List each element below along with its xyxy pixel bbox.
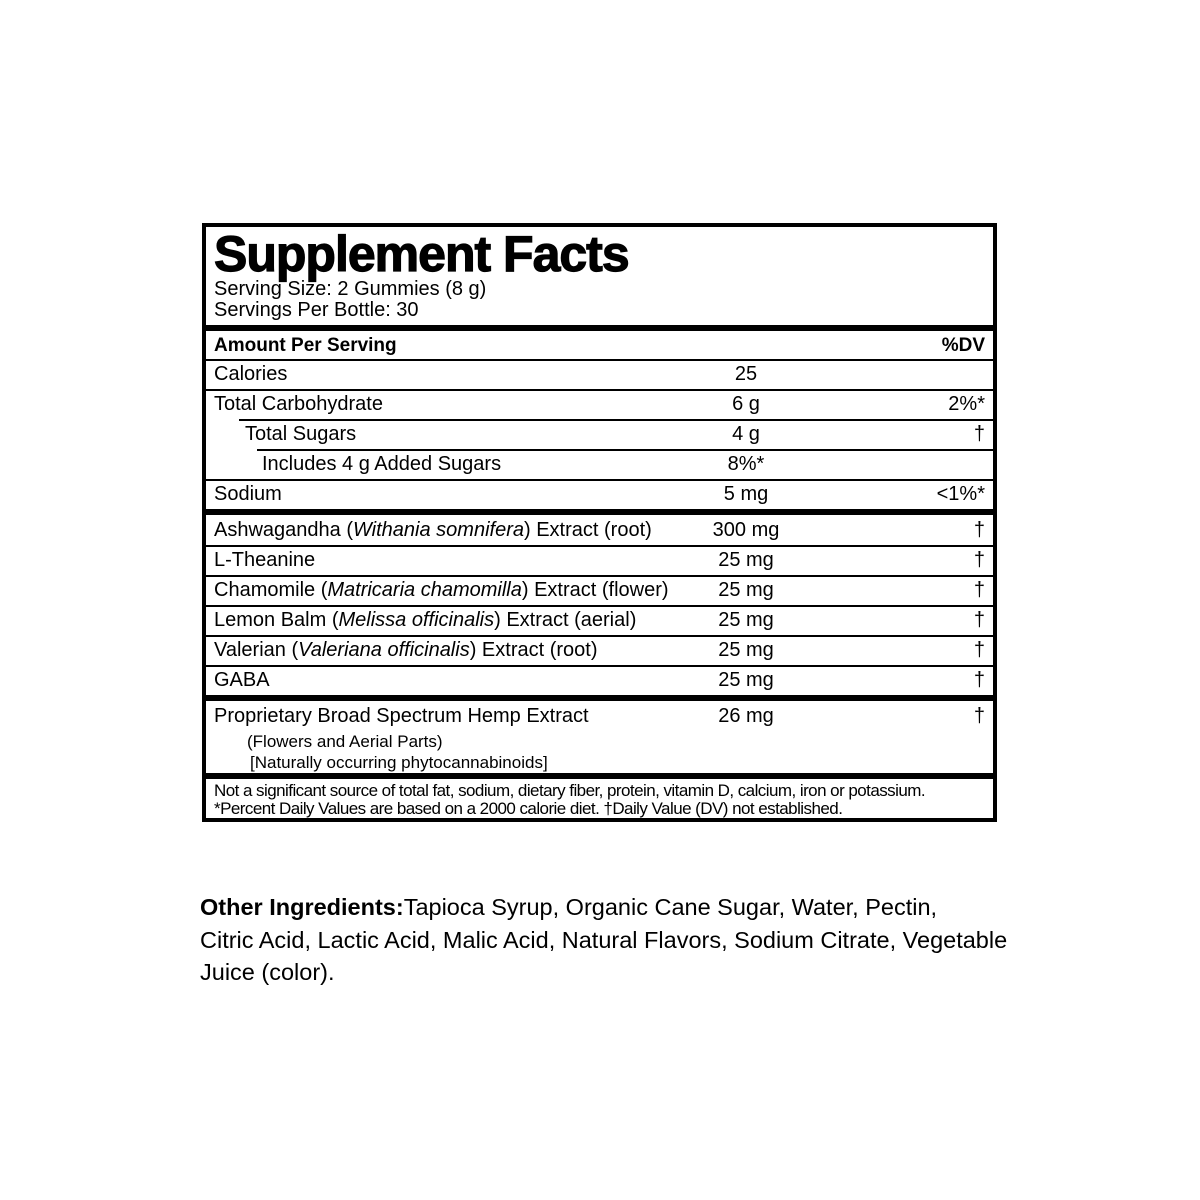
- nutrient-dv: †: [973, 549, 985, 571]
- nutrient-row: Lemon Balm (Melissa officinalis) Extract…: [206, 605, 993, 635]
- nutrient-dv: †: [973, 423, 985, 445]
- nutrient-rows: Calories 25 Total Carbohydrate 6 g 2%* Total …: [206, 359, 993, 773]
- nutrient-amount: 300 mg: [712, 519, 780, 541]
- row-separator: [206, 545, 993, 547]
- other-ingredients-label: Other Ingredients:: [200, 894, 404, 920]
- nutrient-name: Calories: [214, 363, 288, 385]
- nutrient-row: Chamomile (Matricaria chamomilla) Extrac…: [206, 575, 993, 605]
- panel-title: Supplement Facts: [213, 226, 630, 282]
- footnote-line: Not a significant source of total fat, s…: [214, 781, 926, 800]
- column-header-row: Amount Per Serving %DV: [206, 331, 993, 359]
- nutrient-dv: †: [973, 639, 985, 661]
- nutrient-amount: 25: [734, 363, 758, 385]
- row-separator: [206, 605, 993, 607]
- section-divider-bar: [206, 773, 993, 779]
- nutrient-row: Calories 25: [206, 359, 993, 389]
- section-divider-bar: [206, 325, 993, 331]
- nutrient-dv: †: [973, 519, 985, 541]
- amount-per-serving-header: Amount Per Serving: [214, 335, 397, 356]
- row-separator: [206, 389, 993, 391]
- nutrient-name: Lemon Balm (Melissa officinalis) Extract…: [214, 609, 637, 631]
- other-ingredients-text: Tapioca Syrup, Organic Cane Sugar, Water…: [403, 894, 938, 920]
- nutrient-amount: 25 mg: [718, 549, 774, 571]
- nutrient-row: GABA 25 mg †: [206, 665, 993, 695]
- nutrient-row: Total Sugars 4 g †: [206, 419, 993, 449]
- nutrient-amount: 5 mg: [723, 483, 769, 505]
- nutrient-row: Sodium 5 mg <1%*: [206, 479, 993, 509]
- nutrient-subline: (Flowers and Aerial Parts): [247, 732, 443, 751]
- nutrient-name: Chamomile (Matricaria chamomilla) Extrac…: [214, 579, 669, 601]
- nutrient-amount: 25 mg: [718, 669, 774, 691]
- row-separator: [206, 665, 993, 667]
- nutrient-name: Ashwagandha (Withania somnifera) Extract…: [214, 519, 652, 541]
- other-ingredients: Other Ingredients:Tapioca Syrup, Organic…: [200, 891, 1030, 989]
- nutrient-row: Total Carbohydrate 6 g 2%*: [206, 389, 993, 419]
- footnotes: Not a significant source of total fat, s…: [206, 779, 993, 818]
- footnote-line: *Percent Daily Values are based on a 200…: [214, 799, 843, 818]
- nutrient-name: GABA: [214, 669, 270, 691]
- nutrient-dv: †: [973, 705, 985, 727]
- nutrient-name: Total Carbohydrate: [214, 393, 383, 415]
- nutrient-dv: 2%*: [948, 393, 985, 415]
- row-separator: [239, 419, 993, 421]
- nutrient-name: Sodium: [214, 483, 282, 505]
- section-divider-bar: [206, 509, 993, 515]
- row-separator: [206, 359, 993, 361]
- nutrient-amount: 4 g: [732, 423, 760, 445]
- nutrient-subline: [Naturally occurring phytocannabinoids]: [250, 753, 548, 772]
- row-separator: [206, 575, 993, 577]
- nutrient-name: L-Theanine: [214, 549, 316, 571]
- nutrient-amount: 25 mg: [718, 579, 774, 601]
- nutrient-dv: †: [973, 669, 985, 691]
- other-ingredients-line: Juice (color).: [200, 959, 335, 985]
- nutrient-row: Valerian (Valeriana officinalis) Extract…: [206, 635, 993, 665]
- nutrient-name: Proprietary Broad Spectrum Hemp Extract: [214, 705, 589, 727]
- nutrient-row: Ashwagandha (Withania somnifera) Extract…: [206, 515, 993, 545]
- nutrient-row: Proprietary Broad Spectrum Hemp Extract 2…: [206, 701, 993, 773]
- nutrient-amount: 25 mg: [718, 639, 774, 661]
- nutrient-name: Includes 4 g Added Sugars: [262, 453, 502, 475]
- nutrient-row: Includes 4 g Added Sugars 8%*: [206, 449, 993, 479]
- row-separator: [206, 635, 993, 637]
- other-ingredients-line: Citric Acid, Lactic Acid, Malic Acid, Na…: [200, 926, 1008, 953]
- percent-dv-header: %DV: [941, 335, 985, 356]
- nutrient-dv: †: [973, 579, 985, 601]
- row-separator: [206, 479, 993, 481]
- nutrient-row: L-Theanine 25 mg †: [206, 545, 993, 575]
- nutrient-amount: 25 mg: [718, 609, 774, 631]
- nutrient-amount: 8%*: [727, 453, 765, 475]
- nutrient-name: Valerian (Valeriana officinalis) Extract…: [214, 639, 598, 661]
- servings-per-bottle: Servings Per Bottle: 30: [214, 299, 419, 321]
- nutrient-dv: <1%*: [936, 483, 985, 505]
- other-ingredients-line: Other Ingredients:Tapioca Syrup, Organic…: [200, 891, 1030, 924]
- serving-size: Serving Size: 2 Gummies (8 g): [214, 278, 487, 300]
- supplement-facts-panel: Supplement Facts Serving Size: 2 Gummies…: [202, 223, 997, 822]
- nutrient-amount: 6 g: [732, 393, 760, 415]
- nutrient-name: Total Sugars: [245, 423, 357, 445]
- nutrient-amount: 26 mg: [718, 705, 774, 727]
- row-separator: [257, 449, 993, 451]
- section-divider-bar: [206, 695, 993, 701]
- nutrient-dv: †: [973, 609, 985, 631]
